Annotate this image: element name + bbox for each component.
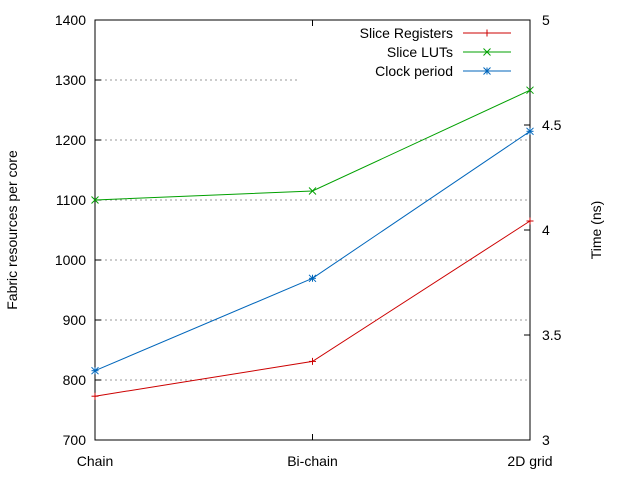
right-tick-label: 3.5 [542,327,562,343]
marker-stroke [483,48,491,56]
x-tick-label: 2D grid [507,453,552,469]
marker-stroke [308,274,317,283]
legend-marker [483,48,491,56]
legend-marker [483,67,491,75]
data-point [309,357,316,365]
marker-stroke [308,187,317,195]
right-axis-title: Time (ns) [588,201,604,260]
legend: Slice Registers Slice LUTs Clock period [360,25,511,79]
data-point [91,366,99,375]
data-point [308,187,317,195]
data-point [308,274,317,283]
legend-label: Slice LUTs [387,44,453,60]
right-tick-label: 3 [542,432,550,448]
marker-stroke [526,127,534,136]
marker-stroke [91,366,99,375]
marker-stroke [483,67,491,75]
plot-area-frame [94,19,531,441]
data-point [526,217,534,225]
left-axis-title: Fabric resources per core [4,150,20,310]
legend-label: Clock period [375,63,453,79]
series-line-slice-luts [94,89,531,201]
data-point [91,392,99,400]
left-tick-label: 900 [63,312,87,328]
left-tick-label: 1000 [55,252,86,268]
series-line-clock-period [94,130,531,372]
x-tick-label: Bi-chain [287,453,338,469]
data-point [526,127,534,136]
left-tick-label: 1100 [56,192,86,208]
right-tick-label: 5 [542,12,550,28]
left-tick-label: 800 [63,372,87,388]
axes: 700 800 900 1000 1100 1200 1300 1400 3 3.5 4 4.5 5 Ch… [55,12,562,469]
left-tick-label: 1300 [55,72,86,88]
series-line-slice-registers [94,220,531,397]
right-tick-label: 4.5 [542,117,562,133]
left-tick-label: 700 [63,432,87,448]
grid-lines [95,79,530,381]
marker-stroke [91,196,99,204]
x-tick-label: Chain [77,453,114,469]
legend-marker [483,29,491,37]
data-series [91,86,534,400]
left-tick-label: 1400 [55,12,86,28]
data-point [526,86,534,95]
left-tick-label: 1200 [55,132,86,148]
marker-stroke [526,86,534,95]
data-point [91,196,99,204]
legend-label: Slice Registers [360,25,453,41]
right-tick-label: 4 [542,222,550,238]
